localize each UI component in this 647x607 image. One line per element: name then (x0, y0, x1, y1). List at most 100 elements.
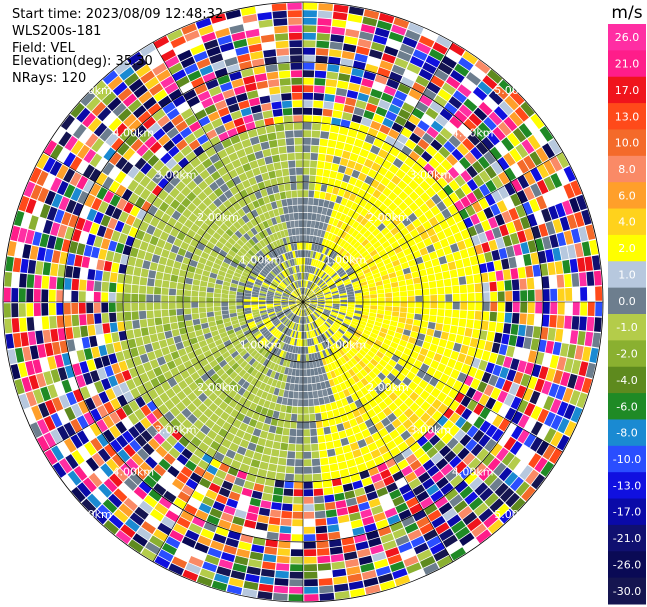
range-gate (403, 185, 414, 196)
range-gate (268, 425, 277, 434)
range-gate (467, 302, 475, 311)
range-gate (477, 156, 490, 169)
range-gate (508, 207, 519, 221)
range-gate (445, 469, 459, 482)
nrays-label: NRays: 120 (12, 71, 87, 86)
range-gate (242, 456, 252, 466)
range-gate (428, 281, 437, 289)
range-gate (488, 239, 498, 251)
range-gate (426, 267, 435, 275)
range-gate (424, 335, 433, 343)
range-gate (264, 546, 278, 555)
range-gate (342, 544, 356, 553)
range-gate (338, 328, 345, 335)
range-gate (475, 141, 489, 155)
range-gate (239, 320, 247, 326)
range-gate (437, 302, 445, 309)
range-gate (328, 456, 338, 465)
range-gate (425, 175, 436, 186)
range-gate (416, 156, 428, 168)
range-gate (403, 329, 411, 337)
range-gate (382, 377, 392, 386)
range-gate (452, 302, 460, 310)
range-gate (258, 398, 266, 407)
range-gate (371, 268, 380, 275)
range-gate (329, 315, 336, 321)
range-gate (383, 197, 393, 207)
range-gate (257, 335, 264, 342)
range-gate (310, 314, 315, 321)
range-gate (541, 276, 550, 289)
range-gate (291, 330, 296, 338)
range-gate (167, 484, 181, 497)
range-gate (406, 238, 416, 248)
range-gate (290, 330, 294, 337)
range-gate (348, 6, 364, 16)
range-gate (249, 497, 261, 507)
range-gate (153, 433, 166, 445)
range-gate (303, 297, 308, 302)
range-gate (526, 313, 535, 326)
range-gate (322, 324, 328, 331)
range-gate (318, 300, 325, 302)
range-gate (550, 173, 563, 189)
range-gate (226, 498, 239, 509)
range-gate (329, 346, 336, 354)
range-gate (413, 319, 421, 327)
range-gate (303, 429, 310, 437)
range-gate (406, 342, 415, 350)
range-gate (303, 519, 315, 527)
range-gate (400, 548, 416, 560)
range-gate (303, 227, 307, 235)
range-gate (279, 450, 288, 458)
range-gate (505, 302, 513, 313)
range-gate (90, 437, 103, 452)
range-gate (202, 496, 215, 507)
range-gate (359, 278, 367, 284)
range-gate (418, 269, 427, 277)
range-gate (315, 320, 321, 327)
range-gate (449, 455, 462, 468)
range-gate (397, 441, 409, 452)
range-gate (340, 304, 348, 307)
range-gate (259, 337, 266, 344)
range-gate (337, 165, 347, 174)
range-gate (122, 404, 134, 416)
range-gate (330, 194, 338, 202)
range-gate (321, 286, 329, 291)
range-gate (392, 336, 401, 344)
range-gate (282, 496, 293, 504)
range-gate (506, 221, 516, 234)
range-gate (392, 528, 407, 539)
range-gate (508, 334, 518, 347)
range-gate (324, 434, 333, 442)
range-gate (137, 384, 148, 396)
range-gate (574, 345, 584, 360)
range-gate (202, 471, 215, 482)
range-gate (148, 438, 160, 450)
range-gate (290, 353, 295, 361)
range-gate (221, 480, 234, 491)
range-gate (341, 50, 355, 60)
range-gate (384, 288, 392, 293)
range-gate (541, 208, 552, 223)
range-gate (343, 264, 351, 271)
range-gate (402, 174, 413, 185)
range-gate (334, 95, 346, 104)
range-gate (361, 429, 371, 439)
range-gate (306, 316, 309, 324)
range-gate (391, 24, 407, 36)
range-gate (347, 386, 356, 395)
range-gate (384, 507, 398, 518)
range-gate (501, 210, 512, 224)
range-gate (350, 238, 358, 247)
range-gate (378, 213, 387, 223)
range-gate (231, 362, 240, 371)
range-gate (321, 238, 327, 246)
range-gate (311, 353, 316, 361)
range-gate (570, 406, 583, 423)
range-gate (489, 498, 504, 513)
range-gate (491, 428, 504, 442)
range-gate (219, 347, 228, 355)
range-gate (457, 267, 466, 277)
